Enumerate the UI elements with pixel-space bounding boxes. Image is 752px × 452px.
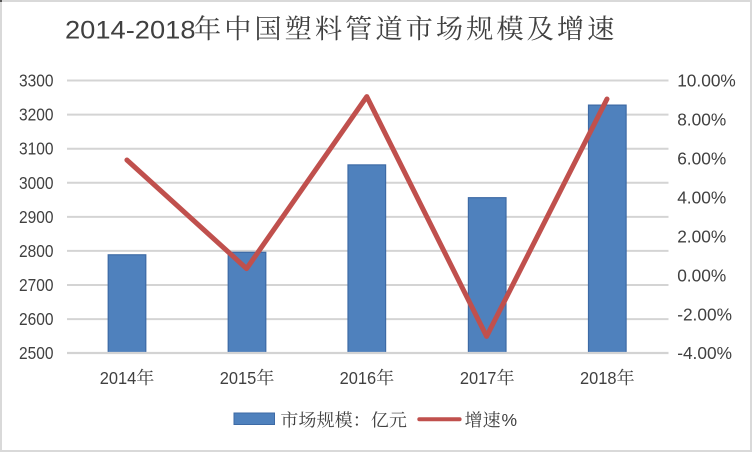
- svg-text:2900: 2900: [19, 207, 54, 227]
- svg-text:3300: 3300: [19, 71, 54, 91]
- svg-text:2700: 2700: [19, 275, 54, 295]
- svg-text:8.00%: 8.00%: [677, 110, 726, 130]
- svg-text:3000: 3000: [19, 173, 54, 193]
- svg-text:0.00%: 0.00%: [677, 265, 726, 285]
- svg-text:10.00%: 10.00%: [677, 71, 736, 91]
- svg-text:2800: 2800: [19, 241, 54, 261]
- svg-text:2014: 2014: [100, 368, 137, 388]
- svg-text:2014-2018: 2014-2018: [65, 17, 196, 45]
- svg-text:2.00%: 2.00%: [677, 226, 726, 246]
- svg-text:%: %: [502, 410, 518, 430]
- svg-text:2600: 2600: [19, 309, 54, 329]
- svg-text:-4.00%: -4.00%: [677, 343, 732, 363]
- svg-text:2500: 2500: [19, 343, 54, 363]
- svg-text:3100: 3100: [19, 139, 54, 159]
- svg-text:-2.00%: -2.00%: [677, 304, 732, 324]
- svg-text:2018: 2018: [580, 368, 617, 388]
- svg-text:6.00%: 6.00%: [677, 149, 726, 169]
- svg-text:2016: 2016: [340, 368, 377, 388]
- svg-text:4.00%: 4.00%: [677, 188, 726, 208]
- svg-text:2017: 2017: [460, 368, 497, 388]
- svg-text:3200: 3200: [19, 105, 54, 125]
- svg-text:2015: 2015: [220, 368, 256, 388]
